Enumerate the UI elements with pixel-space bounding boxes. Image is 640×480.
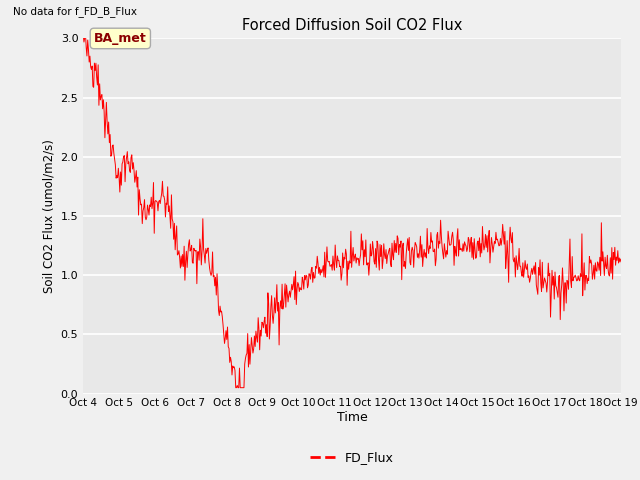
Title: Forced Diffusion Soil CO2 Flux: Forced Diffusion Soil CO2 Flux xyxy=(242,18,462,33)
Legend: FD_Flux: FD_Flux xyxy=(305,446,399,469)
X-axis label: Time: Time xyxy=(337,411,367,424)
Y-axis label: Soil CO2 Flux (umol/m2/s): Soil CO2 Flux (umol/m2/s) xyxy=(42,139,55,293)
Text: BA_met: BA_met xyxy=(94,32,147,45)
Text: No data for f_FD_B_Flux: No data for f_FD_B_Flux xyxy=(13,6,138,17)
